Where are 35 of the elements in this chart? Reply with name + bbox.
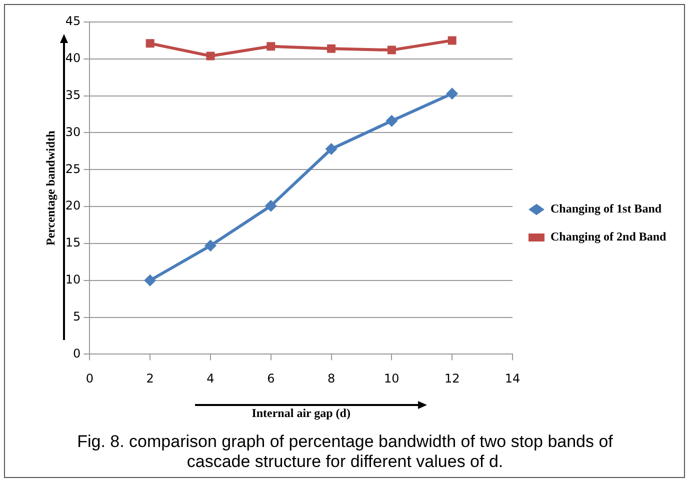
y-tick-label: 20 — [65, 198, 81, 213]
legend-label: Changing of 1st Band — [550, 202, 662, 216]
x-tick-label: 12 — [444, 372, 460, 386]
point — [387, 46, 396, 54]
point — [325, 142, 338, 155]
x-tick-label: 0 — [86, 372, 94, 386]
x-axis-title: Internal air gap (d) — [252, 406, 350, 420]
point — [146, 39, 154, 48]
x-tick-label: 6 — [267, 372, 275, 386]
point — [206, 52, 215, 60]
y-tick-label: 40 — [65, 51, 81, 66]
y-tick-label: 25 — [65, 162, 81, 176]
caption: Fig. 8. comparison graph of percentage bandwidth of two stop bands of cascade structure for different values of d. — [76, 432, 614, 472]
point — [266, 42, 276, 51]
y-tick-label: 30 — [65, 124, 81, 139]
x-tick-label: 4 — [206, 372, 214, 386]
legend-label: Changing of 2nd Band — [550, 230, 667, 244]
x-tick-label: 10 — [384, 372, 400, 386]
point — [386, 114, 398, 127]
y-tick-label: 35 — [65, 88, 81, 102]
point — [144, 274, 156, 286]
point — [446, 88, 458, 100]
x-tick-label: 14 — [504, 372, 520, 386]
point — [204, 240, 216, 252]
point — [327, 44, 336, 53]
y-axis-title: Percentage bandwidth — [43, 130, 58, 246]
y-tick-label: 5 — [73, 309, 81, 324]
y-tick-label: 15 — [65, 236, 81, 250]
x-tick-label: 8 — [327, 372, 336, 386]
y-tick-label: 0 — [73, 346, 81, 360]
point — [448, 36, 456, 45]
y-tick-label: 10 — [65, 272, 81, 287]
point — [264, 200, 277, 212]
x-tick-label: 2 — [146, 372, 154, 386]
y-tick-label: 45 — [65, 14, 81, 28]
